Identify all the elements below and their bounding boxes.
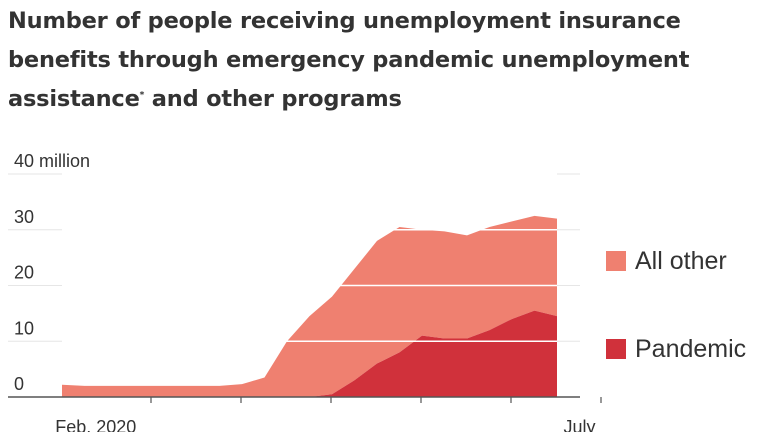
legend-label-pandemic: Pandemic xyxy=(635,334,747,363)
legend-swatch-all-other xyxy=(606,251,626,271)
legend-label-all-other: All other xyxy=(635,246,727,275)
chart-title-main: Number of people receiving unemployment … xyxy=(8,8,690,112)
axis-labels: 0 10 20 30 40 million Feb. 2020 July xyxy=(14,151,596,432)
legend-swatch-pandemic xyxy=(606,339,626,359)
x-axis xyxy=(8,396,602,403)
y-tick-label-40: 40 million xyxy=(14,151,90,171)
y-tick-label-10: 10 xyxy=(14,318,34,338)
x-tick-label: July xyxy=(563,417,595,432)
legend-item-pandemic: Pandemic xyxy=(606,334,747,363)
chart-title-rest: and other programs xyxy=(144,86,402,112)
area-pandemic xyxy=(62,310,557,397)
legend-item-all-other: All other xyxy=(606,246,727,275)
y-tick-label-20: 20 xyxy=(14,263,34,283)
area-all-other xyxy=(62,215,557,397)
footnote-marker: * xyxy=(139,90,145,101)
y-tick-label-30: 30 xyxy=(14,207,34,227)
y-tick-label-0: 0 xyxy=(14,374,24,394)
x-tick-label: Feb. 2020 xyxy=(55,417,136,432)
data-areas xyxy=(62,173,557,397)
chart-title: Number of people receiving unemployment … xyxy=(8,2,758,119)
